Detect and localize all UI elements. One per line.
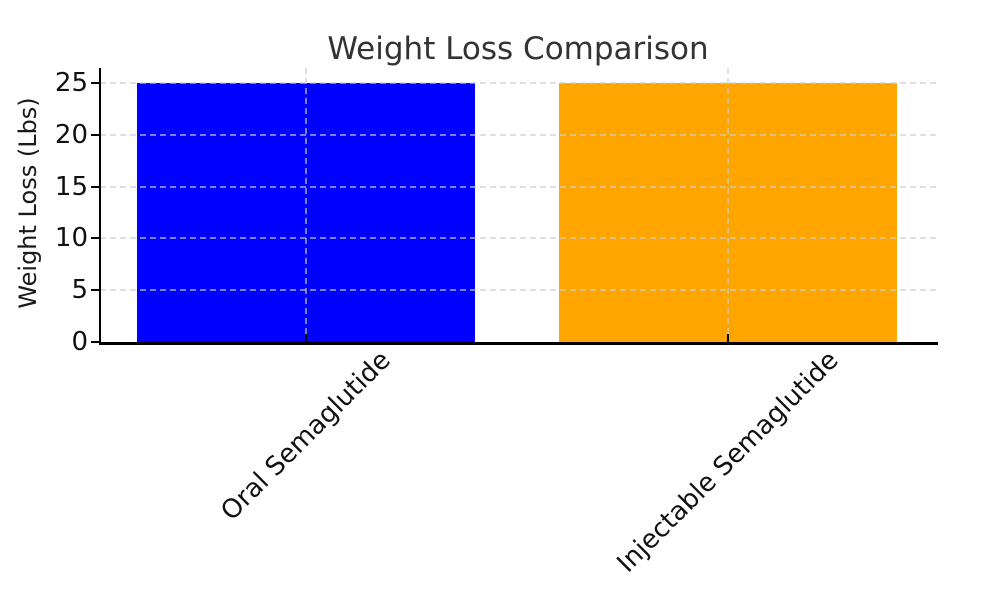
gridline-vertical [727,68,729,342]
chart-title: Weight Loss Comparison [327,31,709,67]
gridline-horizontal [100,133,938,136]
y-tick-mark [91,133,100,136]
gridline-horizontal [100,237,938,240]
y-tick-label: 10 [54,223,88,254]
y-tick-mark [91,185,100,188]
x-tick-label: Oral Semaglutide [215,345,397,527]
gridline-horizontal [100,82,938,84]
y-tick-label: 0 [71,327,88,357]
y-tick-mark [91,237,100,240]
y-tick-label: 20 [54,119,88,150]
y-tick-mark [91,82,100,84]
y-tick-mark [91,341,100,343]
y-tick-label: 15 [54,171,88,202]
y-tick-label: 25 [54,68,88,98]
y-tick-mark [91,289,100,292]
y-tick-label: 5 [71,275,88,306]
y-axis-label: Weight Loss (Lbs) [14,97,42,309]
x-tick-label: Injectable Semaglutide [611,345,845,579]
x-tick-mark [305,334,307,342]
x-tick-mark [727,334,729,342]
y-axis-spine [99,68,101,345]
gridline-horizontal [100,289,938,292]
gridline-vertical [305,68,307,342]
gridline-horizontal [100,185,938,188]
x-axis-spine [99,342,938,345]
